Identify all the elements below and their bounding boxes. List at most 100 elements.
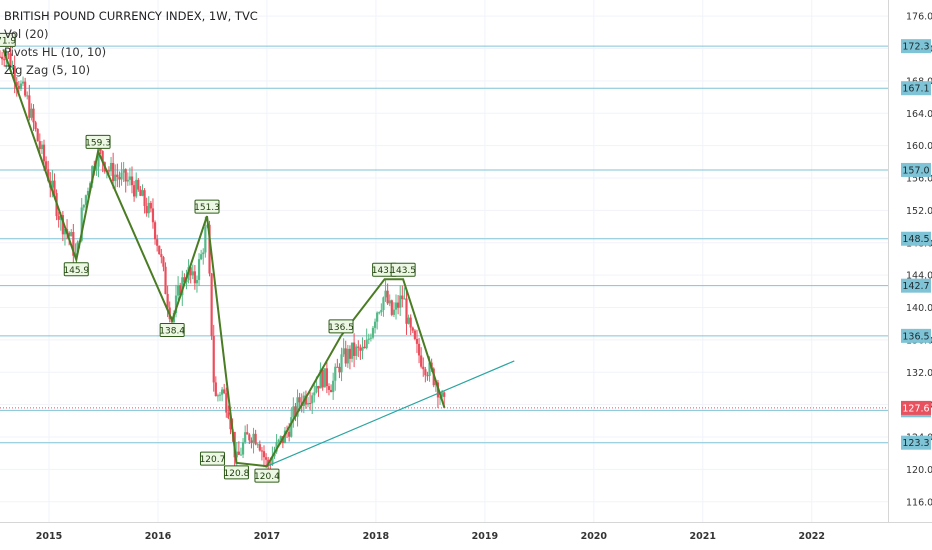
pivot-label: 138.4 bbox=[159, 326, 185, 336]
candle-body bbox=[288, 431, 291, 437]
pivot-label: 136.5 bbox=[328, 323, 354, 333]
candle-body bbox=[130, 176, 134, 186]
candle-body bbox=[3, 59, 6, 61]
candle-body bbox=[204, 227, 207, 253]
candle-body bbox=[415, 338, 419, 344]
candle-body bbox=[367, 338, 370, 340]
time-tick-label: 2016 bbox=[145, 531, 172, 542]
price-tick-label: 176.0 bbox=[906, 12, 932, 23]
candle-body bbox=[239, 454, 243, 456]
time-tick-label: 2015 bbox=[36, 531, 62, 542]
level-badge bbox=[901, 81, 931, 96]
candle-body bbox=[47, 169, 50, 181]
candle-body bbox=[158, 245, 161, 255]
candle-body bbox=[145, 206, 148, 214]
candle-body bbox=[24, 81, 27, 96]
candle-body bbox=[185, 280, 188, 283]
grid bbox=[0, 0, 932, 523]
pivot-label: 143.5 bbox=[390, 266, 416, 276]
candle-body bbox=[417, 343, 421, 356]
candle-body bbox=[407, 317, 410, 324]
pivot-labels: 171.9 159.3 145.9 151.3 138.4 120.7 120.8 120.4… bbox=[0, 32, 416, 483]
pivot-label-box bbox=[254, 468, 280, 483]
candle-body bbox=[319, 369, 322, 389]
zigzag-line bbox=[2, 49, 446, 468]
candle-body bbox=[292, 406, 295, 418]
candle-body bbox=[390, 300, 393, 315]
candle-body bbox=[156, 239, 159, 246]
candle-body bbox=[149, 202, 152, 209]
candle-body bbox=[191, 271, 194, 276]
candle-body bbox=[359, 347, 362, 351]
time-tick-label: 2021 bbox=[690, 531, 716, 542]
candle-body bbox=[388, 300, 391, 304]
candle-body bbox=[376, 312, 379, 322]
candle-body bbox=[141, 190, 144, 196]
candle-body bbox=[325, 368, 328, 387]
candle-body bbox=[342, 348, 345, 355]
candle-body bbox=[137, 179, 140, 190]
candle-body bbox=[235, 451, 238, 458]
candle-body bbox=[382, 297, 385, 310]
candle-body bbox=[183, 277, 186, 283]
candle-body bbox=[290, 417, 293, 437]
candle-body bbox=[256, 444, 259, 446]
pivot-label: 120.7 bbox=[200, 455, 226, 465]
candle-body bbox=[124, 169, 127, 182]
candle-body bbox=[84, 195, 88, 205]
candle-body bbox=[202, 252, 205, 255]
candle-body bbox=[317, 385, 320, 389]
candle-body bbox=[424, 369, 427, 376]
pivot-label: 143.5 bbox=[372, 266, 398, 276]
candle-body bbox=[95, 166, 98, 171]
candle-body bbox=[114, 174, 117, 182]
pivot-label: 120.8 bbox=[224, 469, 250, 479]
candle-body bbox=[126, 179, 129, 182]
candle-body bbox=[321, 369, 324, 388]
pivot-label-box bbox=[63, 262, 89, 277]
candle-body bbox=[53, 180, 56, 194]
candle-body bbox=[350, 342, 354, 359]
candle-body bbox=[164, 266, 167, 294]
candle-body bbox=[357, 346, 360, 348]
legend-zigzag[interactable]: Zig Zag (5, 10) bbox=[4, 63, 91, 77]
level-badge bbox=[901, 278, 931, 293]
candle-body bbox=[279, 436, 282, 440]
candle-body bbox=[353, 342, 356, 356]
candle-body bbox=[17, 85, 20, 90]
candle-body bbox=[294, 406, 297, 417]
pivot-label-box bbox=[85, 134, 111, 149]
candle-body bbox=[68, 232, 71, 237]
time-tick-label: 2017 bbox=[254, 531, 280, 542]
candle-body bbox=[61, 215, 64, 235]
level-badge-label: 123.3 bbox=[902, 438, 929, 449]
candle-body bbox=[208, 224, 211, 274]
candle-body bbox=[405, 298, 408, 324]
candle-body bbox=[36, 129, 39, 142]
candle-body bbox=[160, 254, 163, 258]
time-tick-label: 2020 bbox=[581, 531, 608, 542]
level-badge-label: 167.1 bbox=[902, 84, 929, 95]
zigzag bbox=[2, 49, 446, 468]
candle-body bbox=[112, 162, 115, 182]
candle-body bbox=[122, 169, 125, 173]
candle-body bbox=[237, 451, 240, 455]
candle-body bbox=[177, 285, 180, 296]
legend-pivots[interactable]: Pivots HL (10, 10) bbox=[4, 45, 107, 59]
candle-body bbox=[428, 362, 431, 376]
legend-volume[interactable]: Vol (20) bbox=[4, 27, 49, 41]
price-tick-label: 156.0 bbox=[906, 174, 932, 185]
price-tick-label: 132.0 bbox=[906, 368, 932, 379]
candle-body bbox=[11, 66, 14, 68]
level-badge-label: 157.0 bbox=[902, 165, 929, 176]
candle-body bbox=[327, 386, 331, 390]
candle-body bbox=[306, 402, 310, 405]
candle-body bbox=[225, 393, 228, 413]
candle-body bbox=[15, 82, 18, 86]
candle-body bbox=[21, 81, 25, 84]
time-axis: 2015 2016 2017 2018 2019 2020 2021 2022 bbox=[36, 531, 825, 542]
candle-body bbox=[181, 277, 184, 296]
candle-body bbox=[361, 346, 364, 351]
candle-body bbox=[91, 166, 94, 184]
